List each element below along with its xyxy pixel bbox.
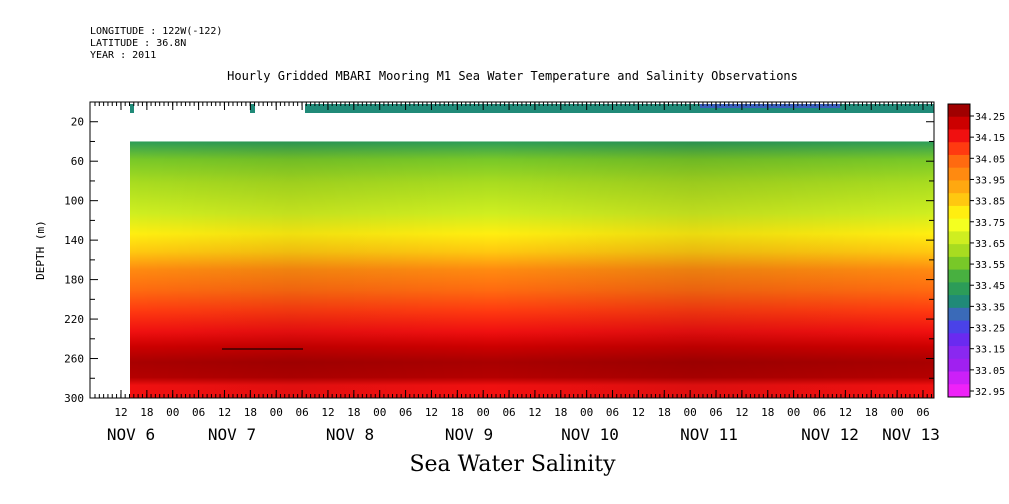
colorbar-swatch [948,180,970,194]
plot-frame [89,101,935,399]
y-tick-label: 60 [71,155,84,168]
day-label: NOV 7 [208,425,256,444]
x-tick-label: 12 [839,406,852,419]
y-axis-title: DEPTH (m) [34,220,47,280]
colorbar-swatch [948,256,970,271]
x-tick-label: 18 [658,406,671,419]
x-tick-label: 12 [218,406,231,419]
x-tick-label: 06 [192,406,205,419]
x-tick-label: 00 [477,406,490,419]
colorbar-label: 33.15 [975,345,1005,356]
x-tick-label: 12 [114,406,127,419]
colorbar-label: 33.55 [975,260,1005,271]
colorbar-label: 33.95 [975,175,1005,186]
x-tick-label: 00 [373,406,386,419]
colorbar-swatch [948,295,970,309]
colorbar-swatch [948,167,970,181]
x-tick-label: 00 [270,406,283,419]
x-tick-label: 00 [787,406,800,419]
day-label: NOV 12 [801,425,859,444]
colorbar-swatch [948,282,970,296]
x-tick-label: 06 [606,406,619,419]
longitude-label: LONGITUDE : 122W(-122) [90,26,223,37]
x-tick-label: 00 [166,406,179,419]
colorbar-swatch [948,104,970,118]
x-tick-label: 00 [891,406,904,419]
colorbar-swatch [948,129,970,143]
day-label: NOV 13 [882,425,940,444]
colorbar-label: 33.05 [975,366,1005,377]
colorbar-swatch [948,193,970,207]
x-tick-label: 06 [709,406,722,419]
colorbar-swatch [948,154,970,169]
day-label: NOV 10 [561,425,619,444]
y-tick-label: 20 [71,116,84,129]
y-tick-label: 100 [64,195,84,208]
x-axis-title: Sea Water Salinity [409,452,616,477]
year-label: YEAR : 2011 [90,50,157,61]
x-tick-label: 12 [735,406,748,419]
colorbar-swatch [948,307,970,322]
y-tick-label: 180 [64,274,84,287]
colorbar-swatch [948,320,970,334]
colorbar-label: 33.25 [975,324,1005,335]
x-tick-label: 06 [399,406,412,419]
colorbar-frame [947,103,971,398]
surface-strip [305,104,934,113]
colorbar-label: 33.35 [975,302,1005,313]
day-label: NOV 11 [680,425,738,444]
colorbar-swatch [948,358,970,373]
colorbar-label: 33.75 [975,218,1005,229]
colorbar-swatch [948,218,970,232]
colorbar-swatch [948,231,970,245]
x-tick-label: 12 [632,406,645,419]
x-tick-label: 12 [528,406,541,419]
colorbar-swatch [948,142,970,156]
surface-mark [250,104,255,113]
y-tick-label: 220 [64,313,84,326]
x-tick-label: 06 [295,406,308,419]
x-tick-label: 18 [244,406,257,419]
chart-title: Hourly Gridded MBARI Mooring M1 Sea Wate… [227,69,798,83]
x-tick-label: 00 [580,406,593,419]
colorbar-label: 34.05 [975,154,1005,165]
x-tick-label: 06 [813,406,826,419]
x-tick-label: 12 [425,406,438,419]
salinity-variation [130,141,934,398]
day-label: NOV 6 [107,425,155,444]
x-tick-label: 18 [554,406,567,419]
day-label: NOV 8 [326,425,374,444]
colorbar-swatch [948,384,970,398]
x-tick-label: 18 [761,406,774,419]
colorbar-swatch [948,244,970,258]
colorbar-label: 32.95 [975,387,1005,398]
day-label: NOV 9 [445,425,493,444]
surface-low-mark [700,104,840,108]
x-tick-label: 06 [916,406,929,419]
x-tick-label: 18 [865,406,878,419]
y-tick-label: 300 [64,392,84,405]
x-tick-label: 12 [321,406,334,419]
x-tick-label: 18 [451,406,464,419]
colorbar-label: 33.65 [975,239,1005,250]
colorbar-label: 33.45 [975,281,1005,292]
surface-mark [130,104,134,113]
colorbar-swatch [948,346,970,360]
x-tick-label: 18 [347,406,360,419]
colorbar-swatch [948,371,970,385]
y-tick-label: 140 [64,234,84,247]
x-tick-label: 00 [684,406,697,419]
colorbar-swatch [948,269,970,283]
colorbar-swatch [948,333,970,347]
colorbar-label: 34.15 [975,133,1005,144]
x-tick-label: 06 [502,406,515,419]
latitude-label: LATITUDE : 36.8N [90,38,187,49]
colorbar-label: 33.85 [975,197,1005,208]
colorbar-swatch [948,205,970,220]
colorbar-label: 34.25 [975,112,1005,123]
y-tick-label: 260 [64,353,84,366]
x-tick-label: 18 [140,406,153,419]
colorbar-swatch [948,116,970,130]
